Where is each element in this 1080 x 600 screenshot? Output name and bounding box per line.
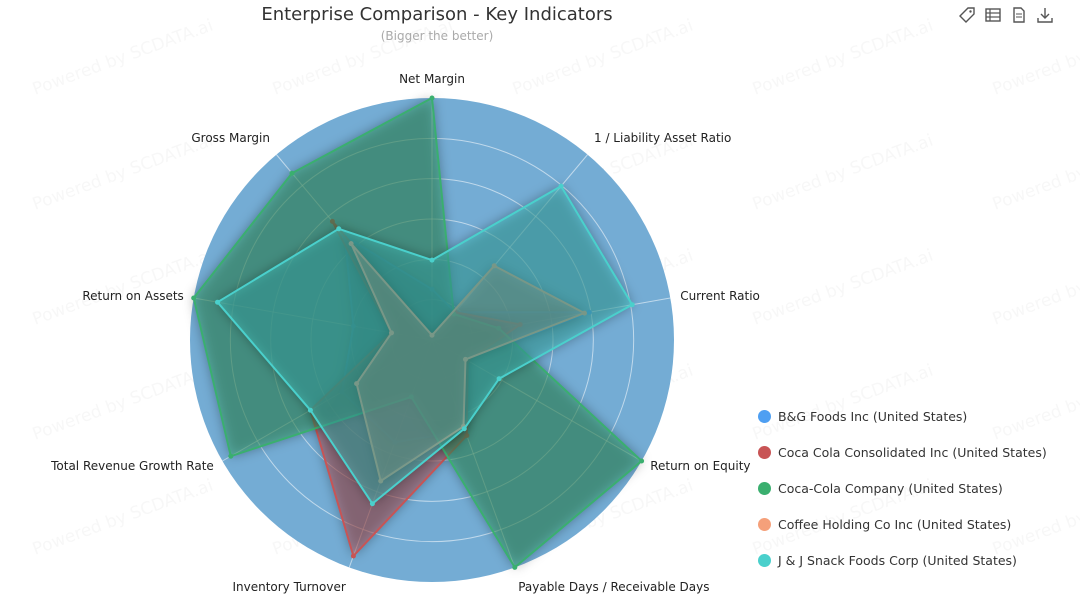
radar-point[interactable] [429, 257, 435, 263]
axis-label: Inventory Turnover [232, 580, 345, 594]
document-icon[interactable] [1010, 6, 1028, 24]
download-icon[interactable] [1036, 6, 1054, 24]
legend-item-jj-snack-foods[interactable]: J & J Snack Foods Corp (United States) [758, 542, 1047, 578]
chart-legend: B&G Foods Inc (United States) Coca Cola … [758, 398, 1047, 578]
data-view-icon[interactable] [984, 6, 1002, 24]
legend-item-coca-cola-company[interactable]: Coca-Cola Company (United States) [758, 470, 1047, 506]
legend-swatch [758, 553, 771, 567]
legend-swatch [758, 517, 771, 531]
radar-series [191, 95, 645, 570]
watermark-text: Powered by SCDATA.ai [990, 131, 1080, 215]
chart-toolbar [958, 6, 1054, 24]
axis-label: Total Revenue Growth Rate [50, 459, 214, 473]
chart-title: Enterprise Comparison - Key Indicators [261, 4, 613, 25]
radar-axis-labels: Net Margin 1 / Liability Asset Ratio Curre… [50, 72, 760, 594]
watermark-text: Powered by SCDATA.ai [750, 131, 936, 215]
radar-point[interactable] [512, 564, 518, 570]
legend-swatch [758, 481, 771, 495]
watermark-text: Powered by SCDATA.ai [510, 16, 696, 100]
axis-label: Gross Margin [191, 131, 270, 145]
axis-label: Payable Days / Receivable Days [518, 580, 709, 594]
watermark-text: Powered by SCDATA.ai [30, 246, 216, 330]
legend-swatch [758, 409, 771, 423]
watermark-text: Powered by SCDATA.ai [990, 16, 1080, 100]
radar-point[interactable] [639, 458, 645, 464]
legend-item-bg-foods[interactable]: B&G Foods Inc (United States) [758, 398, 1047, 434]
axis-label: 1 / Liability Asset Ratio [594, 131, 731, 145]
axis-label: Return on Equity [650, 459, 750, 473]
watermark-text: Powered by SCDATA.ai [30, 361, 216, 445]
radar-point[interactable] [369, 501, 375, 507]
radar-point[interactable] [558, 183, 564, 189]
radar-series-group [215, 183, 635, 507]
legend-label: Coca-Cola Company (United States) [778, 480, 1003, 496]
legend-item-coffee-holding[interactable]: Coffee Holding Co Inc (United States) [758, 506, 1047, 542]
radar-point[interactable] [289, 170, 295, 176]
radar-point[interactable] [350, 553, 356, 559]
watermark-text: Powered by SCDATA.ai [30, 476, 216, 560]
radar-point[interactable] [228, 453, 234, 459]
radar-point[interactable] [215, 299, 220, 305]
watermark-text: Powered by SCDATA.ai [990, 246, 1080, 330]
radar-point[interactable] [336, 226, 342, 232]
legend-label: Coca Cola Consolidated Inc (United State… [778, 444, 1047, 460]
axis-label: Return on Assets [82, 289, 183, 303]
legend-label: B&G Foods Inc (United States) [778, 408, 968, 424]
watermark-text: Powered by SCDATA.ai [30, 131, 216, 215]
radar-series-area[interactable] [216, 185, 634, 505]
watermark-text: Powered by SCDATA.ai [750, 16, 936, 100]
radar-point[interactable] [191, 295, 197, 301]
radar-point[interactable] [461, 426, 467, 432]
radar-series-shadow [217, 186, 633, 504]
legend-item-coca-cola-consolidated[interactable]: Coca Cola Consolidated Inc (United State… [758, 434, 1047, 470]
chart-subtitle: (Bigger the better) [380, 29, 494, 43]
legend-label: J & J Snack Foods Corp (United States) [778, 552, 1017, 568]
watermark-text: Powered by SCDATA.ai [750, 246, 936, 330]
watermark-text: Powered by SCDATA.ai [30, 16, 216, 100]
radar-point[interactable] [307, 407, 313, 413]
legend-label: Coffee Holding Co Inc (United States) [778, 516, 1012, 532]
tag-icon[interactable] [958, 6, 976, 24]
radar-point[interactable] [496, 376, 502, 382]
legend-swatch [758, 445, 771, 459]
radar-point[interactable] [429, 95, 435, 101]
axis-label: Net Margin [399, 72, 465, 86]
radar-point[interactable] [629, 302, 635, 308]
axis-label: Current Ratio [680, 289, 760, 303]
